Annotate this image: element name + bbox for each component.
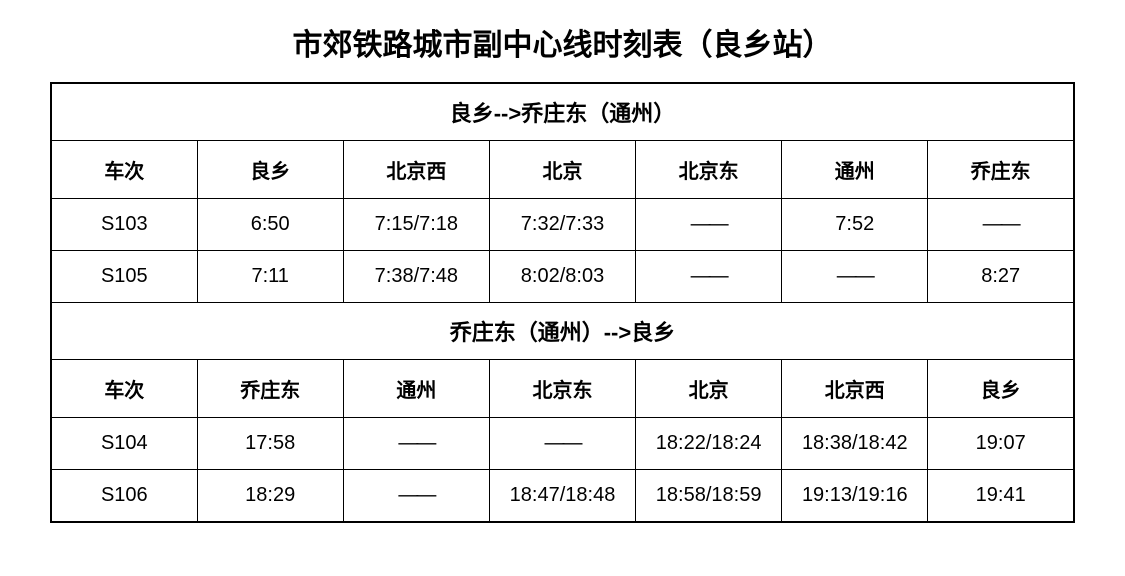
table-row: S106 18:29 —— 18:47/18:48 18:58/18:59 19… [51,470,1074,523]
page-title: 市郊铁路城市副中心线时刻表（良乡站） [50,20,1075,64]
cell-empty: —— [489,418,635,470]
col-header: 通州 [343,360,489,418]
col-header: 车次 [51,360,197,418]
cell-time: 18:29 [197,470,343,523]
col-header: 通州 [782,141,928,199]
section1-header: 良乡-->乔庄东（通州） [51,83,1074,141]
col-header: 北京 [636,360,782,418]
cell-time: 6:50 [197,199,343,251]
cell-time: 18:58/18:59 [636,470,782,523]
cell-time: 8:27 [928,251,1074,303]
col-header: 北京西 [343,141,489,199]
section1-header-row: 良乡-->乔庄东（通州） [51,83,1074,141]
cell-train-number: S105 [51,251,197,303]
table-row: S104 17:58 —— —— 18:22/18:24 18:38/18:42… [51,418,1074,470]
cell-time: 8:02/8:03 [489,251,635,303]
cell-time: 18:38/18:42 [782,418,928,470]
section2-header: 乔庄东（通州）-->良乡 [51,303,1074,360]
table-row: S105 7:11 7:38/7:48 8:02/8:03 —— —— 8:27 [51,251,1074,303]
col-header: 北京东 [489,360,635,418]
cell-time: 19:13/19:16 [782,470,928,523]
cell-time: 18:22/18:24 [636,418,782,470]
cell-time: 18:47/18:48 [489,470,635,523]
cell-time: 7:11 [197,251,343,303]
col-header: 车次 [51,141,197,199]
col-header: 北京西 [782,360,928,418]
cell-time: 7:15/7:18 [343,199,489,251]
col-header: 北京 [489,141,635,199]
section2-header-row: 乔庄东（通州）-->良乡 [51,303,1074,360]
cell-time: 17:58 [197,418,343,470]
cell-empty: —— [343,470,489,523]
cell-time: 19:07 [928,418,1074,470]
cell-train-number: S104 [51,418,197,470]
col-header: 乔庄东 [197,360,343,418]
cell-train-number: S106 [51,470,197,523]
section1-columns-row: 车次 良乡 北京西 北京 北京东 通州 乔庄东 [51,141,1074,199]
timetable: 良乡-->乔庄东（通州） 车次 良乡 北京西 北京 北京东 通州 乔庄东 S10… [50,82,1075,523]
table-row: S103 6:50 7:15/7:18 7:32/7:33 —— 7:52 —— [51,199,1074,251]
cell-empty: —— [928,199,1074,251]
col-header: 乔庄东 [928,141,1074,199]
cell-empty: —— [636,199,782,251]
cell-time: 19:41 [928,470,1074,523]
section2-columns-row: 车次 乔庄东 通州 北京东 北京 北京西 良乡 [51,360,1074,418]
cell-time: 7:32/7:33 [489,199,635,251]
cell-train-number: S103 [51,199,197,251]
col-header: 良乡 [928,360,1074,418]
cell-time: 7:52 [782,199,928,251]
col-header: 良乡 [197,141,343,199]
cell-empty: —— [636,251,782,303]
cell-empty: —— [782,251,928,303]
cell-empty: —— [343,418,489,470]
col-header: 北京东 [636,141,782,199]
cell-time: 7:38/7:48 [343,251,489,303]
